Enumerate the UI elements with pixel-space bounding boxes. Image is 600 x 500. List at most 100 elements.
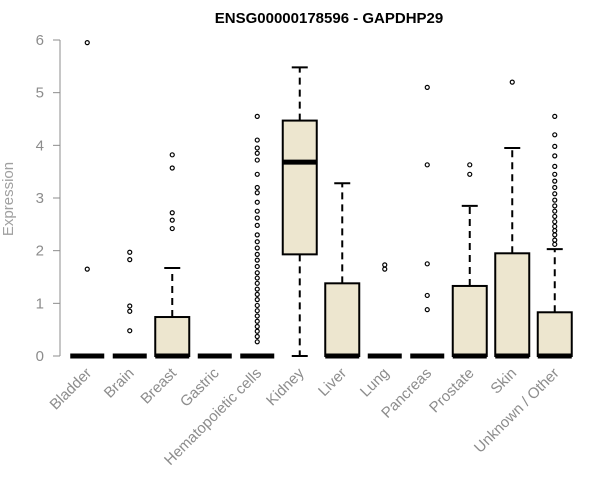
outlier-point bbox=[552, 232, 558, 238]
outlier-point bbox=[254, 184, 260, 191]
outlier-point bbox=[424, 84, 430, 91]
outlier-point bbox=[127, 257, 133, 263]
y-tick-label: 1 bbox=[36, 295, 44, 312]
outlier-point bbox=[382, 262, 388, 268]
outlier-point bbox=[552, 191, 558, 197]
outlier-point bbox=[254, 157, 260, 163]
outlier-point bbox=[254, 275, 260, 281]
outlier-point bbox=[552, 113, 558, 119]
outlier-point bbox=[509, 79, 515, 85]
boxes-group bbox=[70, 40, 573, 359]
outlier-point bbox=[254, 318, 260, 324]
chart-title: ENSG00000178596 - GAPDHP29 bbox=[215, 10, 443, 27]
outlier-point bbox=[382, 266, 388, 272]
outlier-point bbox=[254, 297, 260, 303]
outlier-point bbox=[424, 307, 430, 313]
x-tick-label: Brain bbox=[101, 365, 138, 402]
outlier-point bbox=[552, 153, 558, 159]
box-kidney bbox=[281, 66, 318, 357]
outlier-point bbox=[254, 190, 260, 196]
outlier-point bbox=[254, 171, 260, 177]
outlier-point bbox=[254, 232, 260, 238]
box-prostate bbox=[451, 162, 488, 359]
outlier-point bbox=[127, 303, 133, 309]
box-brain bbox=[112, 249, 147, 359]
outlier-point bbox=[552, 203, 558, 209]
outlier-point bbox=[254, 137, 260, 143]
outlier-point bbox=[254, 339, 260, 345]
outlier-point bbox=[254, 257, 260, 263]
outlier-point bbox=[254, 263, 260, 270]
y-tick-label: 2 bbox=[36, 243, 44, 260]
outlier-point bbox=[552, 223, 558, 230]
x-tick-label: Skin bbox=[487, 365, 520, 398]
box-pancreas bbox=[410, 84, 445, 359]
outlier-point bbox=[254, 291, 260, 297]
y-tick-label: 6 bbox=[36, 32, 44, 49]
outlier-point bbox=[127, 308, 133, 314]
outlier-point bbox=[84, 266, 90, 272]
y-tick-label: 5 bbox=[36, 85, 44, 102]
outlier-point bbox=[127, 328, 133, 334]
outlier-point bbox=[552, 132, 558, 138]
x-tick-label: Bladder bbox=[46, 365, 95, 414]
outlier-point bbox=[254, 199, 260, 205]
outlier-point bbox=[552, 237, 558, 243]
outlier-point bbox=[552, 171, 558, 177]
box-liver bbox=[324, 182, 361, 359]
outlier-point bbox=[254, 313, 260, 319]
outlier-point bbox=[424, 292, 430, 299]
outlier-point bbox=[467, 162, 473, 168]
box-body bbox=[154, 316, 191, 358]
outlier-point bbox=[254, 222, 260, 228]
outlier-point bbox=[552, 197, 558, 203]
outlier-point bbox=[254, 323, 260, 330]
outlier-point bbox=[127, 249, 133, 255]
outlier-point bbox=[552, 178, 558, 184]
outlier-point bbox=[254, 239, 260, 245]
outlier-point bbox=[552, 184, 558, 191]
outlier-point bbox=[254, 215, 260, 221]
outlier-point bbox=[169, 165, 175, 171]
outlier-point bbox=[254, 150, 260, 156]
box-body bbox=[536, 311, 573, 357]
outlier-point bbox=[424, 261, 430, 267]
outlier-point bbox=[254, 145, 260, 151]
box-skin bbox=[494, 79, 531, 359]
outlier-point bbox=[552, 228, 558, 234]
outlier-point bbox=[552, 213, 558, 220]
y-axis-label: Expression bbox=[0, 162, 17, 236]
y-axis: 0 1 2 3 4 5 6 bbox=[36, 32, 61, 365]
outlier-point bbox=[254, 308, 260, 314]
box-body bbox=[494, 252, 531, 357]
y-tick-label: 0 bbox=[36, 348, 44, 365]
outlier-point bbox=[254, 328, 260, 334]
outlier-point bbox=[254, 251, 260, 257]
outlier-point bbox=[254, 245, 260, 251]
outlier-point bbox=[254, 302, 260, 309]
box-hematopoietic-cells bbox=[240, 113, 275, 359]
y-tick-label: 4 bbox=[36, 137, 44, 154]
x-tick-label: Lung bbox=[357, 365, 393, 401]
outlier-point bbox=[467, 171, 473, 177]
x-tick-label: Kidney bbox=[263, 364, 308, 409]
outlier-point bbox=[254, 333, 260, 340]
x-tick-label: Liver bbox=[315, 365, 350, 400]
outlier-point bbox=[254, 286, 260, 292]
outlier-point bbox=[254, 270, 260, 276]
x-tick-label: Prostate bbox=[426, 365, 478, 417]
box-body bbox=[451, 284, 488, 358]
box-lung bbox=[367, 262, 402, 359]
outlier-point bbox=[552, 143, 558, 149]
box-breast bbox=[154, 152, 191, 359]
outlier-point bbox=[254, 280, 260, 286]
outlier-point bbox=[254, 113, 260, 119]
outlier-point bbox=[169, 152, 175, 158]
box-unknown-other bbox=[536, 113, 573, 359]
outlier-point bbox=[169, 217, 175, 223]
box-body bbox=[324, 282, 361, 358]
outlier-point bbox=[552, 241, 558, 247]
outlier-point bbox=[84, 40, 90, 46]
